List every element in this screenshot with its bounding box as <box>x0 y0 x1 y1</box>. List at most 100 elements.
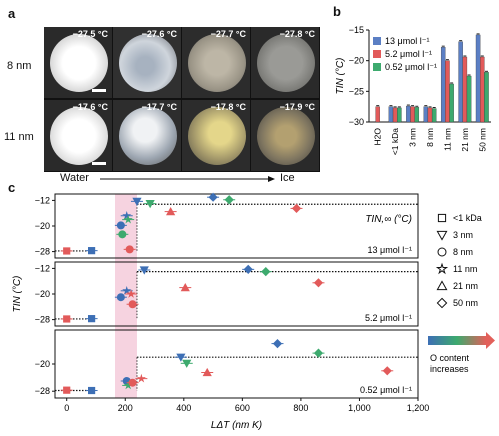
arrow-label-water: Water <box>60 172 89 184</box>
x-tick-label: 8 nm <box>425 128 435 147</box>
data-point-square <box>63 247 71 255</box>
legend-swatch <box>373 63 381 71</box>
row-label-8nm: 8 nm <box>7 60 32 72</box>
data-point-square <box>87 247 96 255</box>
arrow-right-icon <box>100 176 275 182</box>
temperature-label: −17.9 °C <box>279 102 315 112</box>
data-point-triangle <box>180 283 190 292</box>
legend-label: 21 nm <box>453 281 478 291</box>
y-tick-label: −20 <box>35 359 50 369</box>
micrograph-8nm-1: −27.5 °C <box>44 27 112 98</box>
data-point-triangle <box>202 367 212 377</box>
y-tick-label: −20 <box>35 289 50 299</box>
data-point-diamond <box>313 278 324 288</box>
bar <box>445 60 450 123</box>
droplet-image <box>50 34 108 92</box>
bar <box>484 72 489 123</box>
data-point-square <box>63 386 71 394</box>
concentration-label: 0.52 μmol l⁻¹ <box>360 385 412 395</box>
data-point-diamond <box>208 192 218 202</box>
data-point-circle <box>116 293 125 302</box>
x-tick-label: <1 kDa <box>390 128 400 155</box>
data-point-star <box>435 262 449 275</box>
data-point-diamond <box>224 195 234 205</box>
panel-letter-b: b <box>333 4 341 19</box>
temperature-label: −17.6 °C <box>72 102 108 112</box>
x-tick-label: 400 <box>176 403 191 413</box>
data-point-star <box>126 289 136 298</box>
micrograph-grid: −27.5 °C −27.6 °C −27.7 °C −27.8 °C −17.… <box>44 27 320 172</box>
legend-label: 0.52 μmol l⁻¹ <box>385 62 437 72</box>
subplot-frame <box>54 193 419 259</box>
gradient-arrow-icon <box>486 332 495 349</box>
micrograph-11nm-4: −17.9 °C <box>251 100 319 171</box>
temperature-label: −27.6 °C <box>141 29 177 39</box>
micrograph-8nm-2: −27.6 °C <box>113 27 181 98</box>
data-point-diamond <box>243 264 253 274</box>
data-point-circle <box>125 245 134 254</box>
data-point-star <box>123 214 133 224</box>
legend-label: <1 kDa <box>453 213 482 223</box>
bar <box>414 107 420 123</box>
data-point-diamond <box>291 203 302 213</box>
data-point-triangle-down <box>145 200 155 209</box>
data-point-diamond <box>272 339 283 349</box>
concentration-label: 5.2 μmol l⁻¹ <box>365 313 412 323</box>
o-content-gradient-bar <box>428 336 486 345</box>
bar <box>406 105 411 123</box>
temperature-label: −17.7 °C <box>141 102 177 112</box>
data-point-diamond <box>261 267 271 277</box>
bar <box>392 107 398 123</box>
row-label-11nm: 11 nm <box>4 131 34 143</box>
y-tick-label: −20 <box>349 56 364 66</box>
data-point-star <box>122 286 132 295</box>
data-point-circle <box>118 230 127 239</box>
legend-label: 8 nm <box>453 247 473 257</box>
bar <box>410 106 415 123</box>
data-point-triangle <box>166 207 176 216</box>
data-point-triangle-down <box>139 266 149 275</box>
scale-bar <box>92 162 106 165</box>
bar <box>375 106 380 123</box>
droplet-image <box>119 34 177 92</box>
data-point-triangle-down <box>176 353 186 362</box>
scale-bar <box>92 89 106 92</box>
data-point-circle <box>116 221 125 230</box>
data-point-star <box>136 373 146 383</box>
micrograph-8nm-3: −27.7 °C <box>182 27 250 98</box>
y-tick-label: −30 <box>349 117 364 127</box>
scatter-chart-panel-c: −12 −20 −28 13 μmol l⁻¹ −12 −20 −28 5.2 μmol l⁻… <box>12 192 495 431</box>
y-tick-label: −20 <box>35 221 50 231</box>
droplet-image <box>50 107 108 165</box>
legend-swatch <box>373 50 381 58</box>
bar <box>440 47 446 123</box>
data-point-square <box>63 315 71 323</box>
data-point-diamond <box>313 348 324 358</box>
bar <box>388 106 394 123</box>
droplet-image <box>188 107 246 165</box>
bar <box>458 41 463 123</box>
bar <box>431 108 437 123</box>
data-point-diamond <box>436 297 448 309</box>
legend-label: 13 μmol l⁻¹ <box>385 36 429 46</box>
droplet-image <box>257 107 315 165</box>
temperature-label: −27.8 °C <box>279 29 315 39</box>
arrow-label-ice: Ice <box>280 172 295 184</box>
bar <box>462 56 468 123</box>
y-tick-label: −28 <box>35 315 50 325</box>
x-tick-label: H2O <box>373 128 383 146</box>
bar-chart-panel-b: −15 −20 −25 −30 TIN (°C) H2O <1 kDa 3 nm 8 nm 11 … <box>335 25 491 155</box>
temperature-label: −17.8 °C <box>210 102 246 112</box>
x-tick-label: 800 <box>293 403 308 413</box>
x-tick-label: 3 nm <box>408 128 418 147</box>
micrograph-11nm-1: −17.6 °C <box>44 100 112 171</box>
x-tick-label: 600 <box>235 403 250 413</box>
y-tick-label: −12 <box>35 195 50 205</box>
data-point-square <box>87 386 96 395</box>
data-point-circle <box>128 378 137 387</box>
data-point-triangle-down <box>182 359 192 368</box>
x-tick-label: 200 <box>118 403 133 413</box>
temperature-label: −27.5 °C <box>72 29 108 39</box>
y-tick-label: −15 <box>349 25 364 35</box>
temperature-label: −27.7 °C <box>210 29 246 39</box>
